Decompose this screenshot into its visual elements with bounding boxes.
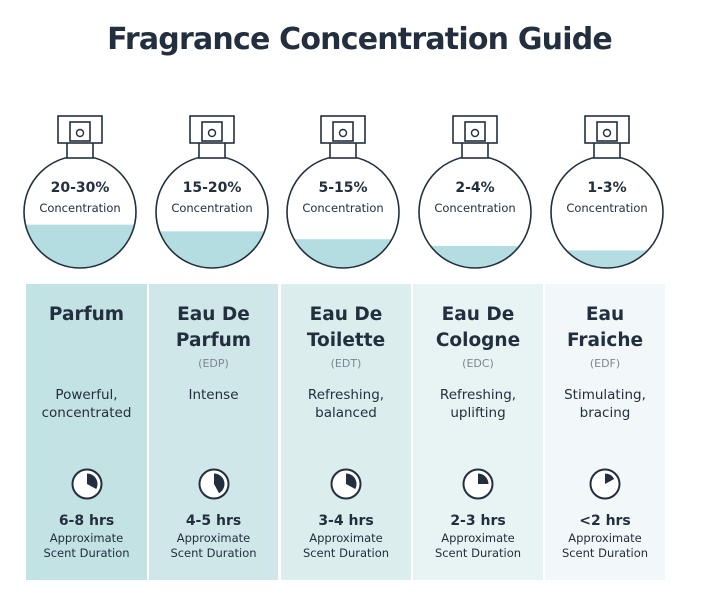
bottle-icon — [418, 115, 532, 269]
bottle-4: 2-4% Concentration — [415, 114, 535, 270]
column-5: Eau Fraiche (EDF) Stimulating, bracing <2 h… — [545, 284, 665, 580]
fragrance-abbreviation: (EDT) — [330, 357, 362, 370]
bottle-3: 5-15% Concentration — [283, 114, 403, 270]
bottle-sprayer — [464, 121, 486, 142]
fragrance-description: Intense — [188, 387, 239, 403]
bottle-nozzle — [470, 128, 480, 138]
duration-value: 2-3 hrs — [450, 513, 506, 529]
bottle-nozzle — [338, 128, 348, 138]
fragrance-description: Stimulating, bracing — [564, 387, 646, 421]
bottle-nozzle — [75, 128, 85, 138]
duration-label: Approximate Scent Duration — [170, 531, 257, 560]
concentration-label: Concentration — [434, 201, 516, 215]
bottle-5: 1-3% Concentration — [547, 114, 667, 270]
bottle-sprayer — [69, 121, 91, 142]
fragrance-description: Refreshing, uplifting — [439, 387, 517, 421]
clock-sector — [478, 473, 489, 484]
concentration-value: 2-4% — [455, 180, 495, 196]
bottle-icon — [23, 115, 137, 269]
concentration-label: Concentration — [39, 201, 121, 215]
clock-icon — [462, 468, 494, 500]
bottle-sprayer — [596, 121, 618, 142]
fragrance-name: Eau Fraiche — [566, 304, 644, 351]
fragrance-abbreviation: (EDP) — [198, 357, 229, 370]
concentration-label: Concentration — [302, 201, 384, 215]
fragrance-description: Refreshing, balanced — [307, 387, 385, 421]
duration-value: 3-4 hrs — [318, 513, 374, 529]
clock-icon — [198, 468, 230, 500]
column-1: Parfum Powerful, concentrated 6-8 hrs Appro… — [26, 284, 147, 580]
page-title: Fragrance Concentration Guide — [107, 22, 613, 57]
bottle-icon — [286, 115, 400, 269]
fragrance-abbreviation: (EDC) — [462, 357, 494, 370]
clock-icon — [330, 468, 362, 500]
concentration-label: Concentration — [566, 201, 648, 215]
bottle-2: 15-20% Concentration — [152, 114, 272, 270]
bottle-1: 20-30% Concentration — [20, 114, 140, 270]
concentration-label: Concentration — [171, 201, 253, 215]
duration-value: 6-8 hrs — [58, 513, 115, 529]
concentration-value: 15-20% — [182, 180, 242, 196]
column-4: Eau De Cologne (EDC) Refreshing, uplifting… — [413, 284, 543, 580]
clock-icon — [71, 468, 103, 500]
column-2: Eau De Parfum (EDP) Intense 4-5 hrs Approxim… — [149, 284, 278, 580]
bottle-nozzle — [602, 128, 612, 138]
duration-label: Approximate Scent Duration — [43, 531, 130, 560]
bottle-icon — [550, 115, 664, 269]
fragrance-name: Eau De Toilette — [306, 304, 386, 351]
bottle-liquid — [24, 224, 136, 268]
fragrance-name: Eau De Parfum — [175, 304, 252, 351]
bottle-sprayer — [201, 121, 223, 142]
concentration-value: 1-3% — [587, 180, 627, 196]
fragrance-description: Powerful, concentrated — [41, 387, 132, 421]
bottle-sprayer — [332, 121, 354, 142]
clock-sector — [605, 473, 615, 484]
bottle-icon — [155, 115, 269, 269]
bottle-liquid — [287, 239, 399, 268]
bottle-liquid — [551, 250, 663, 268]
concentration-value: 5-15% — [318, 180, 368, 196]
clock-sector — [86, 473, 97, 490]
column-3: Eau De Toilette (EDT) Refreshing, balanced… — [281, 284, 411, 580]
duration-label: Approximate Scent Duration — [561, 531, 649, 560]
bottle-nozzle — [207, 128, 217, 138]
duration-label: Approximate Scent Duration — [302, 531, 390, 560]
clock-sector — [346, 473, 357, 490]
fragrance-abbreviation: (EDF) — [589, 357, 621, 370]
concentration-value: 20-30% — [50, 180, 110, 196]
clock-sector — [213, 473, 224, 494]
clock-icon — [589, 468, 621, 500]
fragrance-name: Parfum — [48, 304, 125, 325]
fragrance-name: Eau De Cologne — [435, 304, 521, 351]
duration-value: 4-5 hrs — [185, 513, 242, 529]
duration-value: <2 hrs — [579, 513, 631, 529]
duration-label: Approximate Scent Duration — [434, 531, 522, 560]
